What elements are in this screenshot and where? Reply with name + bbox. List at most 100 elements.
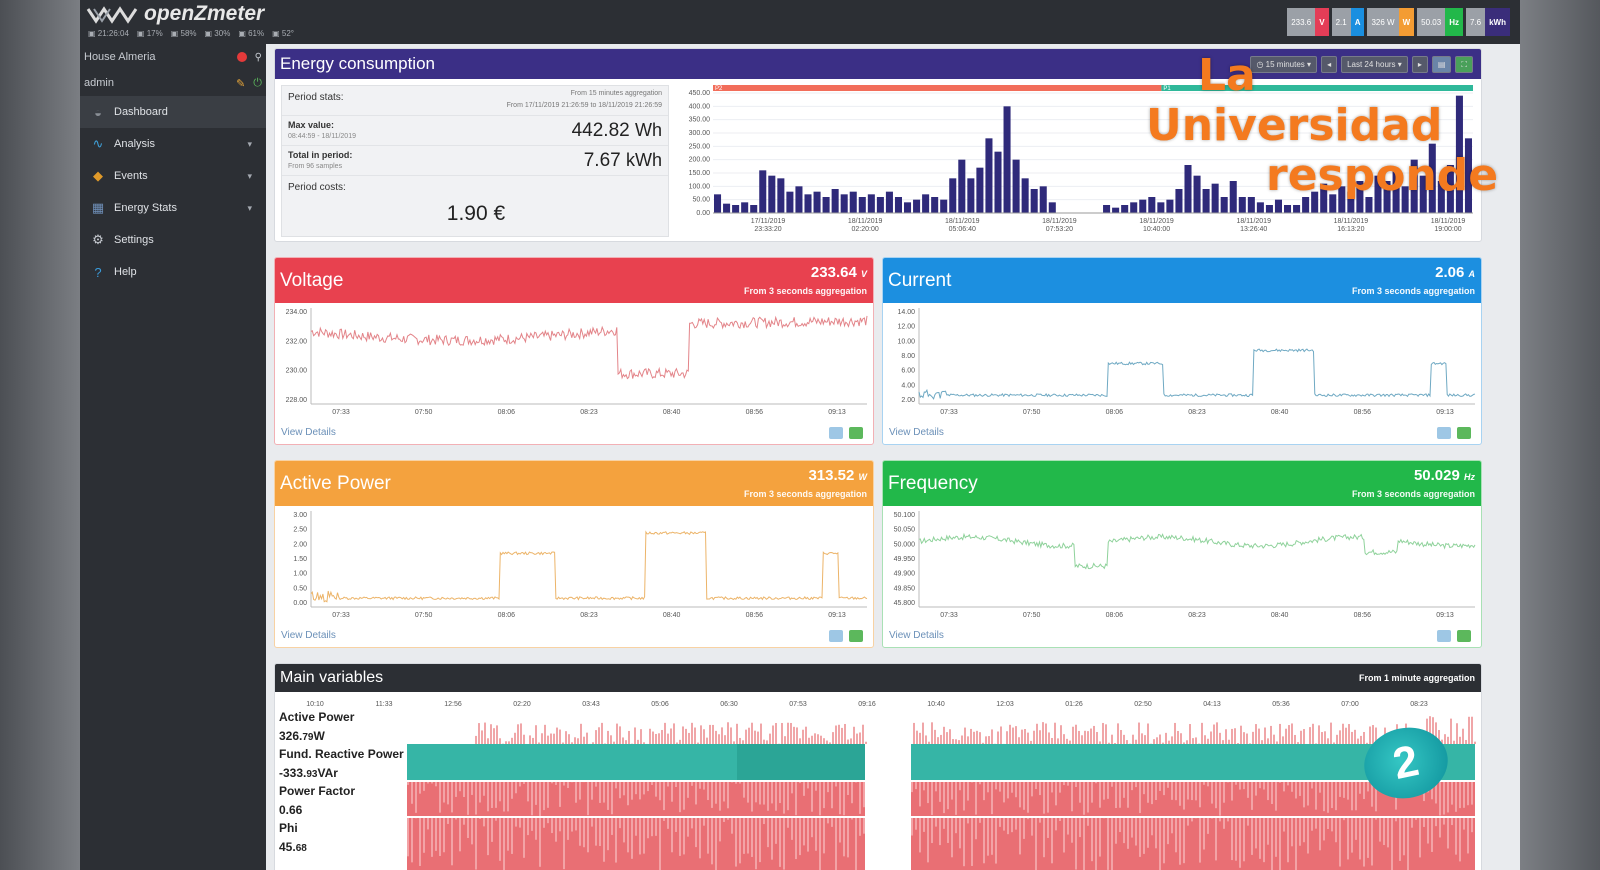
factor-stripe — [535, 818, 537, 840]
expand-icon[interactable] — [1457, 630, 1471, 642]
active-power-spike — [1144, 735, 1146, 744]
interval-select[interactable]: ◷ 15 minutes ▾ — [1250, 56, 1318, 73]
live-badge[interactable]: 2.1 A — [1331, 8, 1365, 36]
active-power-spike — [1054, 722, 1056, 744]
factor-stripe — [795, 782, 797, 816]
alert-icon[interactable] — [236, 51, 247, 62]
sysinfo-item: ▣ 30% — [204, 29, 231, 38]
sidebar-item-label: Events — [114, 170, 148, 182]
factor-stripe — [603, 782, 605, 803]
factor-stripe — [647, 782, 649, 792]
fullscreen-button[interactable]: ⛶ — [1455, 56, 1473, 73]
export-icon[interactable] — [829, 630, 843, 642]
active-power-spike — [1066, 738, 1068, 744]
live-badge[interactable]: 50.03 Hz — [1417, 8, 1463, 36]
range-select[interactable]: Last 24 hours ▾ — [1341, 56, 1408, 73]
factor-stripe — [1155, 782, 1157, 800]
factor-stripe — [671, 818, 673, 853]
frequency-view-details-link[interactable]: View Details — [889, 630, 944, 641]
factor-stripe — [959, 782, 961, 791]
y-tick-label: 4.00 — [901, 382, 915, 389]
factor-stripe — [779, 818, 781, 867]
factor-stripe — [1067, 782, 1069, 786]
export-button[interactable]: ▤ — [1431, 56, 1452, 73]
active-power-spike — [1333, 742, 1335, 744]
energy-bar — [1437, 181, 1445, 213]
next-range-button[interactable]: ▸ — [1411, 56, 1428, 73]
energy-bar — [804, 194, 812, 213]
active-power-spike — [1009, 724, 1011, 744]
factor-stripe — [723, 818, 725, 822]
factor-stripe — [1251, 782, 1253, 810]
live-badge[interactable]: 7.6 kWh — [1465, 8, 1510, 36]
analysis-icon: ∿ — [92, 136, 104, 151]
active-power-spike — [754, 730, 756, 744]
logout-icon[interactable]: ⏻ — [253, 76, 262, 89]
active-power-spike — [1474, 741, 1476, 744]
factor-stripe — [531, 818, 533, 831]
factor-stripe — [1299, 782, 1301, 796]
logo-wave-icon — [86, 6, 138, 24]
factor-stripe — [1231, 782, 1233, 801]
export-icon[interactable] — [1437, 630, 1451, 642]
factor-stripe — [1119, 818, 1121, 833]
factor-stripe — [1243, 818, 1245, 862]
factor-stripe — [1191, 782, 1193, 801]
live-badge[interactable]: 233.6 V — [1287, 8, 1329, 36]
sidebar-item-analysis[interactable]: ∿ Analysis ▾ — [80, 128, 266, 160]
sidebar-item-settings[interactable]: ⚙ Settings — [80, 224, 266, 256]
active-power-spike — [787, 722, 789, 744]
active-power-spike — [760, 723, 762, 744]
factor-stripe — [495, 818, 497, 821]
factor-stripe — [1055, 818, 1057, 831]
factor-stripe — [1071, 818, 1073, 843]
active-power-spike — [1186, 740, 1188, 744]
factor-stripe — [491, 818, 493, 842]
active-power-spike — [517, 724, 519, 744]
factor-stripe — [827, 818, 829, 824]
expand-icon[interactable] — [849, 427, 863, 439]
sidebar-item-energy-stats[interactable]: ▦ Energy Stats ▾ — [80, 192, 266, 224]
search-icon[interactable]: ⚲ — [254, 51, 262, 63]
sidebar-item-dashboard[interactable]: ◒ Dashboard — [80, 96, 266, 128]
sidebar-item-help[interactable]: ? Help — [80, 256, 266, 288]
current-view-details-link[interactable]: View Details — [889, 427, 944, 438]
app-logo[interactable]: openZmeter — [86, 2, 264, 26]
factor-stripe — [1215, 782, 1217, 809]
factor-stripe — [1455, 782, 1457, 812]
voltage-view-details-link[interactable]: View Details — [281, 427, 336, 438]
active-power-view-details-link[interactable]: View Details — [281, 630, 336, 641]
x-tick-label: 18/11/2019 — [1334, 218, 1369, 225]
expand-icon[interactable] — [849, 630, 863, 642]
chevron-down-icon: ▾ — [247, 138, 252, 149]
factor-stripe — [991, 782, 993, 815]
active-power-spike — [964, 727, 966, 744]
export-icon[interactable] — [829, 427, 843, 439]
factor-stripe — [655, 818, 657, 836]
energy-bar — [1220, 197, 1228, 213]
factor-stripe — [1471, 782, 1473, 805]
active-power-spike — [832, 732, 834, 744]
factor-stripe — [1111, 782, 1113, 787]
factor-stripe — [1203, 818, 1205, 850]
y-tick-label: 12.00 — [897, 324, 915, 331]
energy-bar — [1139, 199, 1147, 213]
factor-stripe — [1319, 818, 1321, 851]
active-power-spike — [1195, 737, 1197, 744]
factor-stripe — [719, 818, 721, 842]
sidebar-item-events[interactable]: ◆ Events ▾ — [80, 160, 266, 192]
factor-stripe — [1215, 818, 1217, 861]
edit-icon[interactable]: ✎ — [236, 77, 246, 90]
export-icon[interactable] — [1437, 427, 1451, 439]
expand-icon[interactable] — [1457, 427, 1471, 439]
main-variable-unit: VAr — [317, 766, 338, 780]
series-line — [918, 348, 1476, 400]
prev-range-button[interactable]: ◂ — [1321, 56, 1338, 73]
energy-bar — [1347, 191, 1355, 213]
factor-stripe — [1247, 782, 1249, 798]
active-power-spike — [1222, 740, 1224, 744]
x-tick-label: 23:33:20 — [754, 226, 781, 233]
y-tick-label: 230.00 — [286, 368, 308, 375]
badge-value: 7.6 — [1465, 8, 1486, 36]
